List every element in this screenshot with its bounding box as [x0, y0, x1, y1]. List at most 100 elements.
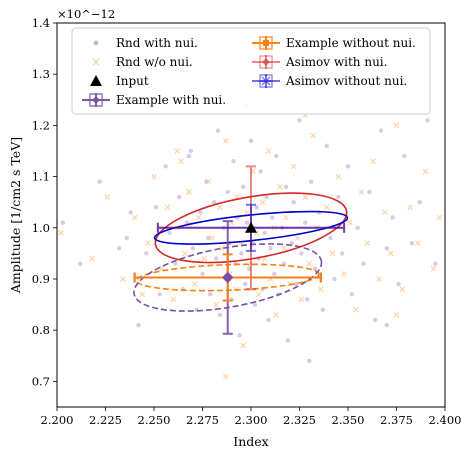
rnd-with-nui-point [291, 200, 296, 205]
legend-label: Example without nui. [286, 36, 416, 50]
rnd-without-nui-point [376, 276, 382, 282]
rnd-with-nui-point [372, 317, 378, 323]
rnd-without-nui-point [422, 168, 429, 175]
rnd-with-nui-point [225, 189, 230, 195]
rnd-without-nui-point [240, 342, 247, 349]
rnd-with-nui-point [254, 205, 260, 210]
rnd-without-nui-point [265, 148, 272, 154]
rnd-with-nui-point [297, 118, 302, 123]
rnd-with-nui-point [299, 251, 304, 256]
x-axis-ticks: 2.200 2.225 2.250 2.275 2.300 2.325 2.350 2.375… [41, 407, 462, 427]
legend-label: Rnd with nui. [116, 36, 198, 50]
asimov-without-nui-ellipse [153, 210, 349, 245]
rnd-with-nui-point [163, 164, 168, 169]
rnd-with-nui-point [217, 312, 223, 318]
rnd-with-nui-point [248, 138, 254, 143]
rnd-without-nui-point [347, 219, 353, 226]
rnd-without-nui-point [145, 240, 152, 247]
y-tick-label: 1.1 [32, 170, 50, 184]
rnd-without-nui-point [414, 240, 421, 247]
rnd-without-nui-point [364, 240, 371, 247]
legend-entry: Input [90, 74, 149, 88]
rnd-without-nui-point [335, 173, 342, 180]
rnd-without-nui-point [329, 250, 336, 257]
rnd-without-nui-point [341, 271, 347, 277]
rnd-without-nui-point [277, 183, 283, 190]
x-axis-label: Index [233, 434, 268, 449]
y-tick-label: 0.8 [32, 323, 50, 337]
rnd-with-nui-point [307, 358, 312, 364]
rnd-with-nui-point [367, 189, 372, 195]
legend-label: Input [116, 74, 149, 88]
rnd-without-nui-point [358, 189, 365, 195]
legend-entry: Example with nui. [82, 93, 226, 107]
rnd-with-nui-point [433, 261, 438, 266]
rnd-with-nui-point [258, 169, 263, 174]
example-with-nui-ellipse [133, 243, 323, 312]
rnd-without-nui-point [255, 291, 262, 298]
rnd-with-nui-point [244, 220, 250, 225]
rnd-with-nui-point [116, 246, 122, 251]
rnd-with-nui-point [231, 159, 236, 164]
rnd-with-nui-point [190, 246, 195, 251]
example-with-nui-marker [222, 271, 234, 284]
rnd-with-nui-point [293, 281, 298, 287]
x-tick-label: 2.375 [380, 413, 413, 427]
rnd-without-nui-point [219, 245, 225, 252]
legend-diamond-icon [92, 96, 100, 104]
x-tick-label: 2.300 [235, 413, 268, 427]
rnd-with-nui-point [60, 220, 66, 225]
rnd-with-nui-point [283, 184, 289, 190]
y-tick-label: 1.4 [32, 16, 50, 30]
y-tick-label: 0.9 [32, 272, 50, 286]
rnd-with-nui-point [268, 246, 273, 251]
rnd-with-nui-point [153, 205, 159, 210]
rnd-with-nui-point [157, 292, 163, 297]
legend-label: Asimov with nui. [285, 55, 387, 69]
rnd-without-nui-point [104, 194, 111, 200]
rnd-with-nui-point [324, 143, 329, 149]
legend: Rnd with nui. Example without nui. Rnd w/o… [71, 27, 431, 115]
rnd-with-nui-point [128, 210, 133, 215]
rnd-without-nui-point [222, 373, 229, 380]
rnd-with-nui-point [417, 200, 422, 205]
x-tick-label: 2.225 [89, 413, 122, 427]
legend-label: Asimov without nui. [285, 74, 407, 88]
rnd-without-nui-point [370, 158, 377, 165]
legend-diamond-icon [262, 58, 270, 66]
rnd-with-nui-point [320, 307, 325, 312]
x-tick-label: 2.200 [41, 413, 74, 427]
legend-star-icon [261, 76, 271, 86]
rnd-with-nui-point [208, 292, 213, 297]
central-markers-layer [222, 221, 257, 284]
rnd-with-nui-point [285, 338, 291, 343]
rnd-without-nui-point [201, 255, 208, 262]
rnd-with-nui-point [361, 261, 366, 266]
x-tick-label: 2.275 [186, 413, 219, 427]
y-tick-label: 0.7 [32, 374, 50, 388]
legend-entry: Rnd with nui. [93, 36, 198, 50]
x-tick-label: 2.250 [138, 413, 171, 427]
rnd-without-nui-point [139, 291, 146, 298]
legend-errbar-cap-icon [89, 93, 103, 107]
legend-entry: Asimov with nui. [252, 55, 387, 69]
y-axis-multiplier: ×10^−12 [57, 7, 115, 21]
y-tick-label: 1.3 [32, 67, 50, 81]
x-tick-label: 2.400 [429, 413, 462, 427]
legend-label: Example with nui. [116, 93, 226, 107]
rnd-with-nui-point [396, 281, 401, 287]
x-tick-label: 2.350 [332, 413, 365, 427]
rnd-with-nui-point [402, 153, 407, 159]
rnd-without-nui-point [151, 173, 157, 180]
rnd-with-nui-point [200, 271, 205, 277]
rnd-without-nui-point [174, 148, 181, 154]
rnd-without-nui-point [436, 214, 443, 221]
rnd-with-nui-point [198, 210, 203, 215]
rnd-without-nui-point [430, 265, 437, 272]
rnd-with-nui-point [177, 194, 182, 200]
rnd-with-nui-point [345, 164, 351, 169]
rnd-without-nui-point [120, 276, 126, 282]
rnd-without-nui-point [273, 311, 280, 318]
rnd-with-nui-point [312, 266, 318, 271]
legend-label: Rnd w/o nui. [116, 55, 193, 69]
